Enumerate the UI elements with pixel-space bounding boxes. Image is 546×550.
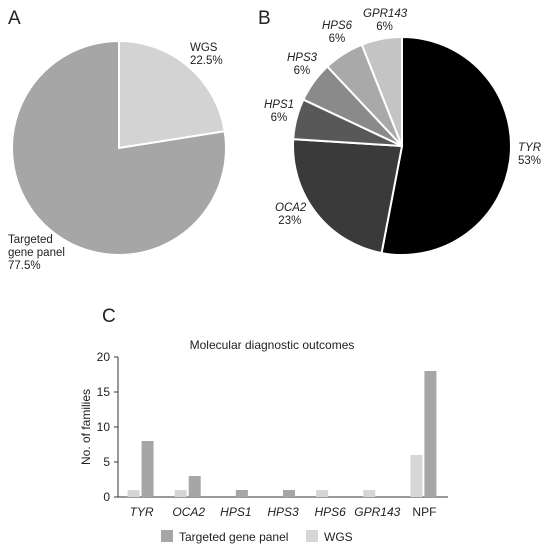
y-tick-label-15: 15 bbox=[97, 385, 111, 399]
pie-b-slice-gpr143 bbox=[360, 35, 403, 147]
pie-b-label-hps6: HPS6 6% bbox=[322, 20, 353, 45]
pie-b-label-gpr143: GPR143 6% bbox=[363, 8, 408, 33]
x-tick-label-hps6: HPS6 bbox=[314, 505, 346, 519]
legend-swatch-wgs bbox=[306, 530, 318, 542]
legend-swatch-targeted-gene-panel bbox=[161, 530, 173, 542]
panel-label-a: A bbox=[8, 8, 21, 29]
bar-tyr-targeted-gene-panel bbox=[141, 441, 154, 497]
y-tick-label-0: 0 bbox=[103, 490, 110, 504]
pie-a-label-targeted-gene-panel: Targeted gene panel 77.5% bbox=[8, 234, 65, 272]
bar-tyr-wgs bbox=[127, 490, 140, 497]
bar-oca2-targeted-gene-panel bbox=[188, 476, 201, 497]
bar-gpr143-wgs bbox=[363, 490, 376, 497]
y-tick-label-10: 10 bbox=[97, 420, 111, 434]
x-tick-label-tyr: TYR bbox=[130, 505, 154, 519]
pie-chart-a: WGS 22.5% Targeted gene panel 77.5% bbox=[8, 39, 227, 272]
x-tick-label-hps3: HPS3 bbox=[267, 505, 299, 519]
bar-hps1-targeted-gene-panel bbox=[235, 490, 248, 497]
pie-b-label-hps1: HPS1 6% bbox=[264, 99, 294, 124]
bar-hps6-wgs bbox=[316, 490, 329, 497]
panel-label-c: C bbox=[102, 306, 116, 327]
legend-label-targeted-gene-panel: Targeted gene panel bbox=[179, 530, 288, 544]
legend-label-wgs: WGS bbox=[324, 530, 353, 544]
pie-b-label-hps3: HPS3 6% bbox=[287, 52, 318, 77]
pie-b-slice-oca2 bbox=[292, 138, 404, 255]
pie-a-label-wgs: WGS 22.5% bbox=[190, 42, 223, 67]
pie-b-slice-tyr bbox=[380, 35, 512, 256]
x-tick-label-gpr143: GPR143 bbox=[354, 505, 400, 519]
bar-hps3-targeted-gene-panel bbox=[283, 490, 295, 497]
bar-oca2-wgs bbox=[174, 490, 187, 497]
pie-b-label-oca2: OCA2 23% bbox=[275, 202, 307, 227]
panel-label-b: B bbox=[258, 8, 271, 29]
x-tick-label-hps1: HPS1 bbox=[220, 505, 251, 519]
bar-chart-c: Molecular diagnostic outcomes No. of fam… bbox=[79, 338, 448, 544]
bar-npf-wgs bbox=[410, 455, 423, 497]
pie-a-slice-wgs bbox=[118, 39, 226, 150]
y-tick-label-20: 20 bbox=[97, 350, 111, 364]
bar-npf-targeted-gene-panel bbox=[424, 371, 437, 497]
pie-a-slice-targeted-gene-panel bbox=[11, 39, 227, 256]
bar-chart-title: Molecular diagnostic outcomes bbox=[190, 338, 355, 352]
y-axis-label: No. of families bbox=[79, 389, 93, 465]
pie-chart-b: TYR 53% OCA2 23% HPS1 6% HPS3 6%HPS6 6% GPR143 6% bbox=[264, 8, 541, 256]
x-tick-label-oca2: OCA2 bbox=[172, 505, 205, 519]
x-tick-label-npf: NPF bbox=[412, 505, 436, 519]
y-tick-label-5: 5 bbox=[103, 455, 110, 469]
pie-b-label-tyr: TYR 53% bbox=[518, 142, 541, 167]
